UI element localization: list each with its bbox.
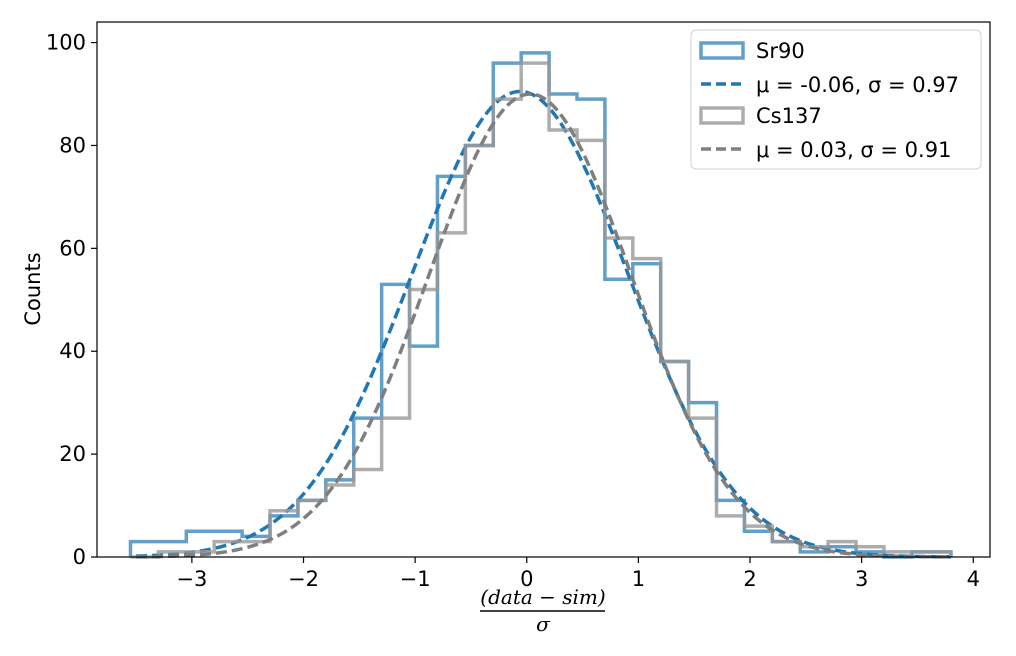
series-layer bbox=[128, 51, 953, 559]
x-tick-label: 0 bbox=[520, 567, 533, 591]
gaussian-fit-0-06-0-97 bbox=[136, 89, 951, 559]
x-axis: −3 −2 −1 0 1 2 3 4 bbox=[176, 557, 980, 591]
x-tick-label: 3 bbox=[855, 567, 868, 591]
legend: Sr90 μ = -0.06, σ = 0.97 Cs137 μ = 0.03,… bbox=[690, 29, 982, 170]
x-tick-label: −2 bbox=[288, 567, 319, 591]
legend-label-cs137-fit: μ = 0.03, σ = 0.91 bbox=[756, 138, 951, 162]
gaussian-fit-0-03-0-91 bbox=[136, 92, 951, 559]
x-tick-label: 2 bbox=[743, 567, 756, 591]
y-axis-label: Counts bbox=[21, 252, 45, 325]
x-tick-label: −1 bbox=[400, 567, 431, 591]
legend-swatch-sr90 bbox=[699, 41, 745, 60]
plot-frame bbox=[96, 21, 991, 558]
legend-box bbox=[690, 29, 982, 170]
legend-label-sr90: Sr90 bbox=[756, 39, 805, 63]
legend-label-cs137: Cs137 bbox=[756, 104, 822, 128]
x-axis-label-numerator: (data − sim) bbox=[480, 585, 605, 609]
y-tick-label: 40 bbox=[59, 339, 86, 363]
x-axis-label: (data − sim) σ bbox=[480, 585, 606, 636]
y-tick-label: 20 bbox=[59, 442, 86, 466]
x-tick-label: −3 bbox=[176, 567, 207, 591]
legend-swatch-cs137 bbox=[699, 106, 745, 125]
legend-label-sr90-fit: μ = -0.06, σ = 0.97 bbox=[756, 73, 959, 97]
y-axis: 0 20 40 60 80 100 bbox=[46, 31, 97, 569]
y-tick-label: 0 bbox=[73, 545, 86, 569]
histogram-step-cs137 bbox=[130, 61, 953, 559]
x-axis-label-denominator: σ bbox=[536, 612, 551, 636]
x-tick-label: 4 bbox=[967, 567, 980, 591]
y-tick-label: 80 bbox=[59, 133, 86, 157]
y-tick-label: 100 bbox=[46, 31, 86, 55]
x-tick-label: 1 bbox=[632, 567, 645, 591]
y-tick-label: 60 bbox=[59, 236, 86, 260]
